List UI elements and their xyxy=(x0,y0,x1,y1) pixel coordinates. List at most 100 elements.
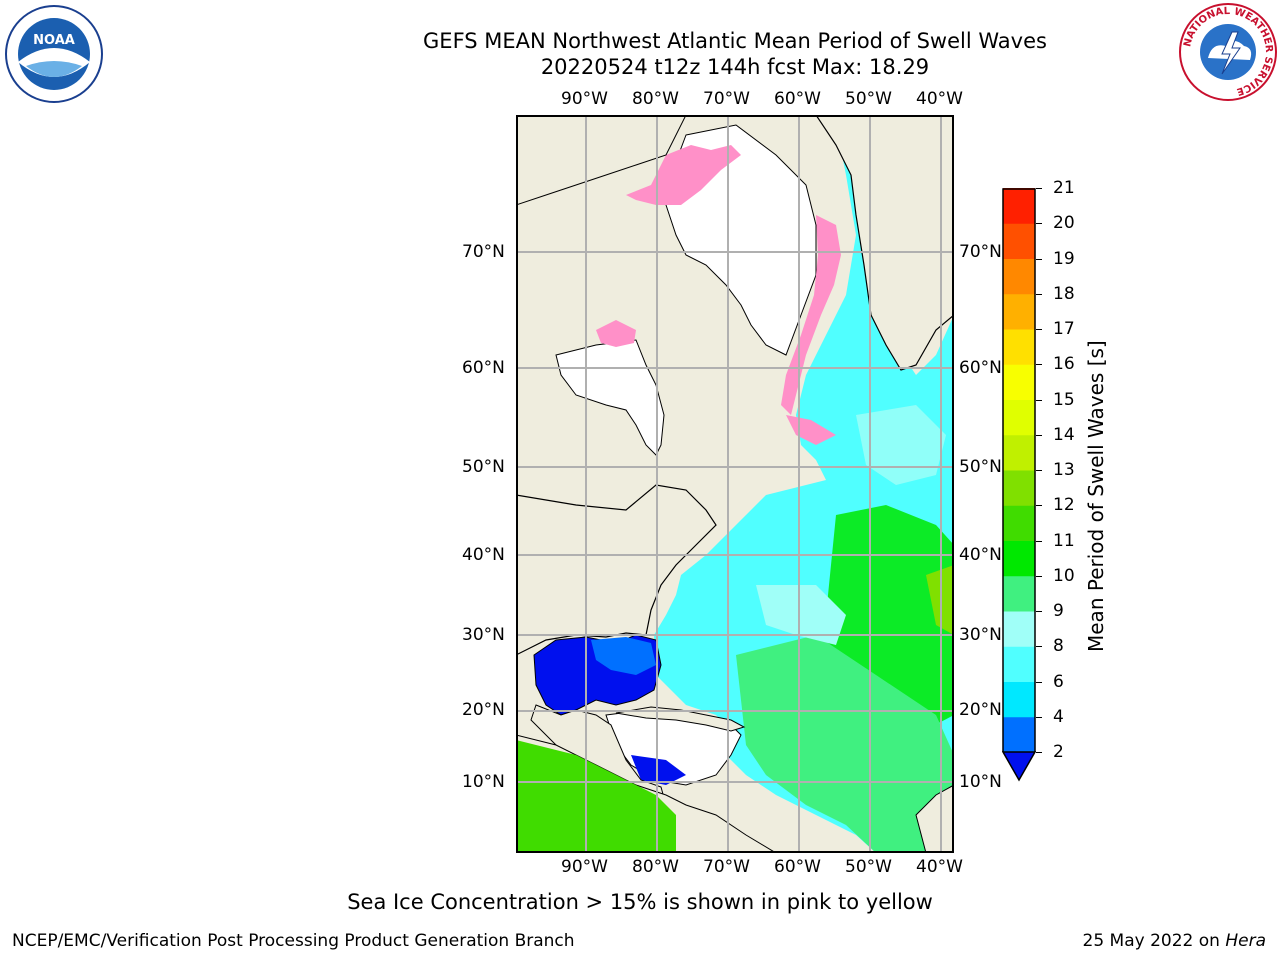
colorbar-tick-label: 21 xyxy=(1053,178,1075,198)
lat-label-right: 20°N xyxy=(959,700,1002,720)
lat-label-left: 70°N xyxy=(462,242,505,262)
lon-label-bottom: 50°W xyxy=(845,857,892,877)
swell-green-south xyxy=(736,635,954,853)
colorbar-tick-label: 20 xyxy=(1053,213,1075,234)
lon-label-bottom: 70°W xyxy=(703,857,750,877)
colorbar-title: Mean Period of Swell Waves [s] xyxy=(1084,340,1108,652)
lon-label-top: 70°W xyxy=(703,89,750,109)
colorbar-segment xyxy=(1003,540,1035,577)
lon-label-bottom: 80°W xyxy=(632,857,679,877)
colorbar-tick xyxy=(1036,575,1042,577)
colorbar-segment xyxy=(1003,434,1035,471)
swell-lightgreen-north xyxy=(856,405,946,485)
gulf-medium-blue xyxy=(591,637,656,675)
footer-date-text: 25 May 2022 on xyxy=(1082,931,1226,951)
colorbar-tick xyxy=(1036,434,1042,436)
colorbar xyxy=(1001,188,1037,782)
colorbar-segment xyxy=(1003,223,1035,259)
map-panel xyxy=(515,114,955,854)
lat-label-right: 10°N xyxy=(959,772,1002,792)
lat-label-left: 40°N xyxy=(462,545,505,565)
colorbar-under-triangle xyxy=(1001,751,1037,782)
lat-label-right: 50°N xyxy=(959,457,1002,477)
lat-label-left: 50°N xyxy=(462,457,505,477)
map-svg xyxy=(515,114,955,854)
colorbar-segment xyxy=(1003,399,1035,436)
lon-label-bottom: 60°W xyxy=(774,857,821,877)
colorbar-segment xyxy=(1003,258,1035,295)
cuba-hispaniola xyxy=(615,706,746,732)
colorbar-segment xyxy=(1003,575,1035,612)
noaa-logo-graphic: NOAA xyxy=(5,5,103,103)
lat-label-left: 10°N xyxy=(462,772,505,792)
colorbar-tick xyxy=(1036,505,1042,507)
colorbar-tick xyxy=(1036,646,1042,648)
colorbar-tick xyxy=(1036,752,1042,753)
lat-label-left: 20°N xyxy=(462,700,505,720)
colorbar-segment xyxy=(1003,293,1035,330)
lon-label-bottom: 90°W xyxy=(561,857,608,877)
lat-label-left: 60°N xyxy=(462,358,505,378)
footer-host: Hera xyxy=(1225,931,1266,951)
colorbar-tick-label: 10 xyxy=(1053,565,1075,586)
lat-label-left: 30°N xyxy=(462,625,505,645)
noaa-logo: NOAA xyxy=(4,4,104,104)
colorbar-tick-label: 14 xyxy=(1053,424,1075,445)
lon-label-top: 80°W xyxy=(632,89,679,109)
colorbar-tick-label: 4 xyxy=(1053,706,1064,727)
caribbean-blue xyxy=(631,755,686,785)
lon-label-top: 50°W xyxy=(845,89,892,109)
lat-label-right: 30°N xyxy=(959,625,1002,645)
colorbar-tick xyxy=(1036,470,1042,471)
baffin-sea-ice xyxy=(781,215,841,415)
colorbar-tick-label: 15 xyxy=(1053,389,1075,410)
colorbar-tick-label: 12 xyxy=(1053,495,1075,516)
lat-label-right: 40°N xyxy=(959,545,1002,565)
sea-ice-caption: Sea Ice Concentration > 15% is shown in … xyxy=(347,890,933,914)
colorbar-tick-label: 11 xyxy=(1053,530,1075,551)
colorbar-segment xyxy=(1003,470,1035,506)
colorbar-tick xyxy=(1036,716,1042,718)
south-america-green-swell xyxy=(516,740,676,853)
colorbar-tick xyxy=(1036,364,1042,366)
noaa-center-text: NOAA xyxy=(33,33,75,48)
colorbar-tick-label: 17 xyxy=(1053,319,1075,339)
canadian-arctic-islands xyxy=(515,114,687,206)
lon-label-top: 40°W xyxy=(916,89,963,109)
lon-label-top: 90°W xyxy=(561,89,608,109)
graticule xyxy=(516,115,954,853)
colorbar-tick-label: 6 xyxy=(1053,671,1064,692)
chart-subtitle: 20220524 t12z 144h fcst Max: 18.29 xyxy=(540,55,930,79)
colorbar-tick xyxy=(1036,223,1042,225)
colorbar-segment xyxy=(1003,505,1035,541)
footer-credit: NCEP/EMC/Verification Post Processing Pr… xyxy=(12,931,575,951)
colorbar-frame xyxy=(1002,188,1036,752)
colorbar-segment xyxy=(1003,716,1035,753)
colorbar-tick xyxy=(1036,540,1042,542)
chart-title: GEFS MEAN Northwest Atlantic Mean Period… xyxy=(423,29,1047,53)
colorbar-tick-label: 13 xyxy=(1053,460,1075,480)
lat-label-right: 70°N xyxy=(959,242,1002,262)
colorbar-tick xyxy=(1036,399,1042,401)
colorbar-tick-label: 19 xyxy=(1053,248,1075,269)
lat-label-right: 60°N xyxy=(959,358,1002,378)
colorbar-segment xyxy=(1003,611,1035,647)
swell-lightgreen-mid xyxy=(756,585,846,645)
colorbar-segment xyxy=(1003,364,1035,400)
colorbar-tick xyxy=(1036,611,1042,612)
lon-label-top: 60°W xyxy=(774,89,821,109)
colorbar-tick-label: 2 xyxy=(1053,742,1064,762)
colorbar-tick xyxy=(1036,293,1042,295)
colorbar-tick xyxy=(1036,329,1042,330)
colorbar-segment xyxy=(1003,646,1035,682)
arctic-sea-ice-north xyxy=(626,145,741,205)
colorbar-tick xyxy=(1036,258,1042,260)
colorbar-tick-label: 8 xyxy=(1053,636,1064,657)
colorbar-tick xyxy=(1036,681,1042,683)
colorbar-svg xyxy=(1001,188,1037,782)
lon-label-bottom: 40°W xyxy=(916,857,963,877)
nws-logo-graphic: NATIONAL WEATHER SERVICE xyxy=(1179,3,1277,101)
colorbar-tick-label: 16 xyxy=(1053,354,1075,375)
colorbar-segment xyxy=(1003,329,1035,365)
colorbar-segment xyxy=(1003,681,1035,718)
